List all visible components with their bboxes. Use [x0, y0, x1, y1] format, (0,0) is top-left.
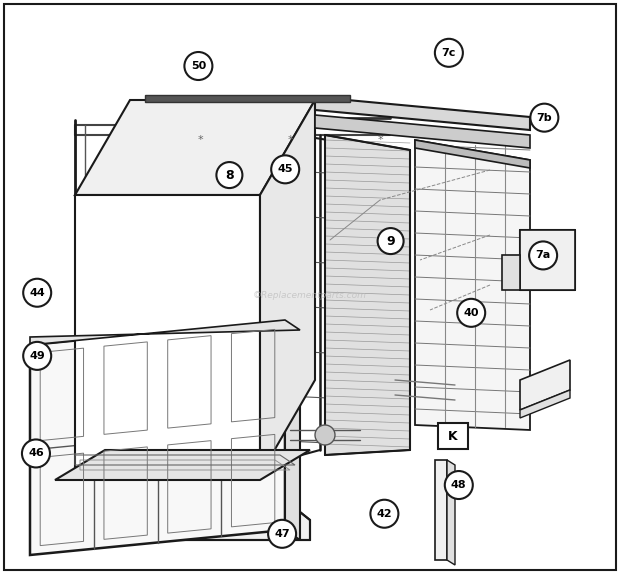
Polygon shape	[55, 450, 310, 480]
Circle shape	[268, 520, 296, 548]
Polygon shape	[415, 140, 530, 430]
Text: 7c: 7c	[441, 48, 456, 58]
Text: K: K	[448, 430, 458, 443]
Circle shape	[184, 52, 213, 80]
Polygon shape	[415, 140, 530, 168]
Circle shape	[23, 342, 51, 370]
Polygon shape	[315, 115, 530, 148]
Text: 46: 46	[28, 448, 44, 459]
Polygon shape	[447, 460, 455, 565]
Text: 40: 40	[463, 308, 479, 318]
Text: *: *	[377, 135, 383, 145]
Circle shape	[457, 299, 485, 327]
Polygon shape	[30, 320, 285, 555]
Circle shape	[445, 471, 473, 499]
Polygon shape	[30, 320, 300, 345]
Polygon shape	[315, 97, 530, 130]
Text: 42: 42	[376, 509, 392, 519]
Text: *: *	[287, 135, 293, 145]
Text: 44: 44	[29, 288, 45, 298]
Polygon shape	[520, 360, 570, 410]
Circle shape	[435, 39, 463, 67]
Text: 9: 9	[386, 235, 395, 247]
Polygon shape	[260, 100, 315, 475]
Text: 50: 50	[191, 61, 206, 71]
Polygon shape	[325, 135, 410, 455]
FancyBboxPatch shape	[438, 423, 467, 449]
Text: 7a: 7a	[536, 250, 551, 261]
Text: 45: 45	[278, 164, 293, 174]
Circle shape	[370, 500, 399, 528]
Text: x: x	[322, 430, 328, 440]
Text: ©Replacementparts.com: ©Replacementparts.com	[253, 290, 367, 300]
Circle shape	[216, 162, 242, 188]
Polygon shape	[145, 95, 350, 102]
Polygon shape	[520, 230, 575, 290]
Polygon shape	[55, 480, 310, 540]
Text: 49: 49	[29, 351, 45, 361]
Polygon shape	[520, 390, 570, 418]
Text: 7b: 7b	[536, 113, 552, 123]
Circle shape	[315, 425, 335, 445]
Text: 48: 48	[451, 480, 467, 490]
Circle shape	[271, 156, 299, 183]
Polygon shape	[435, 460, 447, 560]
Polygon shape	[502, 255, 520, 290]
Text: 47: 47	[274, 529, 290, 539]
Circle shape	[22, 440, 50, 467]
Polygon shape	[285, 320, 300, 540]
Circle shape	[378, 228, 404, 254]
Text: 8: 8	[225, 169, 234, 181]
Circle shape	[530, 104, 559, 131]
Polygon shape	[75, 100, 315, 195]
Circle shape	[23, 279, 51, 307]
Text: *: *	[197, 135, 203, 145]
Circle shape	[529, 242, 557, 269]
Polygon shape	[75, 195, 260, 475]
